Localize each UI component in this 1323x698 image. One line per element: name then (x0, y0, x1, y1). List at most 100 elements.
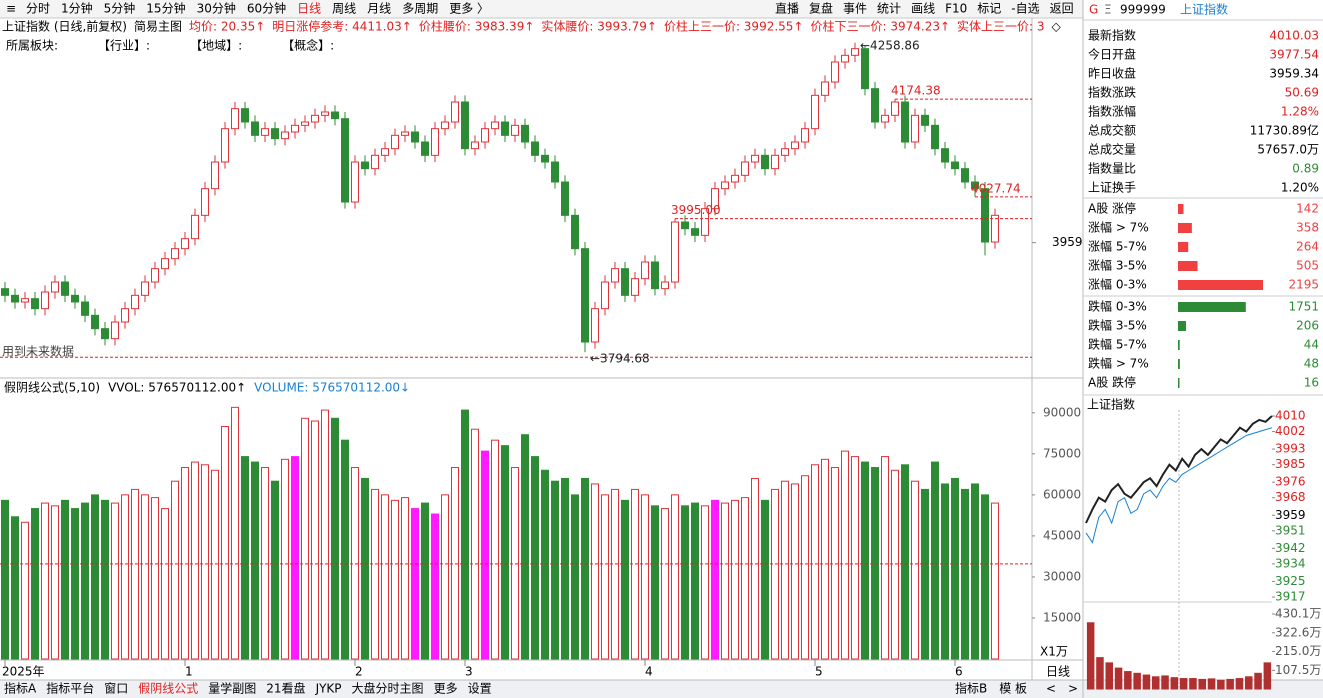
tab[interactable]: JYKP (315, 682, 342, 696)
candle-body (31, 298, 39, 310)
toolbar-item[interactable]: 5分钟 (104, 1, 136, 16)
volume-bar (631, 488, 639, 660)
toolbar-bg (0, 0, 1083, 18)
candle-body (591, 308, 599, 343)
toolbar-item[interactable]: 分时 (26, 2, 50, 16)
volume-bar (161, 508, 169, 660)
breadth-bar (1178, 223, 1192, 233)
toolbar-item[interactable]: 返回 (1050, 2, 1074, 16)
candle-body (301, 121, 309, 126)
toolbar-item[interactable]: 直播 (775, 2, 799, 16)
volume-bar (821, 458, 829, 660)
volume-bar (881, 456, 889, 660)
toolbar-item[interactable]: 更多 〉 (449, 2, 489, 16)
candle-body (661, 281, 669, 290)
candle-body (941, 148, 949, 163)
candle-body (371, 154, 379, 170)
tab[interactable]: 量学副图 (208, 681, 256, 696)
sector-item[interactable]: 所属板块: (6, 39, 58, 53)
toolbar-item[interactable]: 画线 (911, 2, 935, 16)
volume-bar (311, 420, 319, 660)
toolbar-item[interactable]: 30分钟 (197, 1, 236, 16)
volume-bar (501, 445, 509, 660)
candle-body (461, 101, 469, 150)
y-tick-label: 90000 (1043, 405, 1081, 419)
sector-item[interactable]: 【概念】: (282, 38, 334, 53)
tab[interactable]: 模 板 (999, 682, 1027, 696)
candle-body (181, 238, 189, 250)
sector-item[interactable]: 【行业】: (98, 39, 150, 53)
volume-bar (381, 494, 389, 660)
toolbar-item[interactable]: 标记 (977, 2, 1001, 16)
toolbar-item[interactable]: 事件 (843, 2, 867, 16)
tab[interactable]: 假阴线公式 (138, 682, 198, 696)
candle-body (271, 128, 279, 140)
candle-body (741, 161, 749, 176)
next-button[interactable]: > (1068, 682, 1078, 696)
y-tick-label: 430.1万 (1275, 607, 1321, 621)
volume-bar (981, 494, 989, 660)
y-tick-label: 15000 (1043, 610, 1081, 624)
candle-body (121, 308, 129, 323)
info-item: 实体腰价: 3993.79↑ (541, 19, 657, 34)
quote-menu[interactable]: Ξ (1104, 3, 1112, 17)
candle-body (981, 188, 989, 243)
breadth-label: 涨幅 3-5% (1088, 258, 1147, 273)
candle-body (71, 294, 79, 303)
volume-bar (241, 456, 249, 660)
tab[interactable]: 指标A (4, 681, 37, 696)
tab[interactable]: 更多 (434, 682, 458, 696)
toolbar-item[interactable]: 周线 (332, 2, 356, 16)
tab[interactable]: 指标平台 (46, 681, 94, 696)
toolbar-item[interactable]: 日线 (297, 2, 321, 16)
tab[interactable]: 指标B (955, 681, 987, 696)
breadth-bar (1178, 378, 1180, 388)
volume-bar (911, 480, 919, 660)
tab[interactable]: 大盘分时主图 (352, 681, 424, 696)
volume-bar (591, 483, 599, 660)
y-tick-label: 3959 (1275, 508, 1306, 522)
toolbar-item[interactable]: 15分钟 (146, 1, 185, 16)
tab[interactable]: 窗口 (104, 682, 128, 696)
breadth-label: 跌幅 > 7% (1088, 356, 1149, 371)
candle-body (531, 141, 539, 156)
candle-body (311, 114, 319, 123)
candle-body (711, 188, 719, 210)
quote-label: 昨日收盘 (1088, 66, 1136, 81)
candle-body (411, 131, 419, 143)
breadth-label: A股 涨停 (1088, 201, 1136, 216)
toolbar-item[interactable]: 统计 (877, 2, 901, 16)
watermark: 股海明灯 (1175, 32, 1223, 47)
volume-bar (1226, 678, 1234, 690)
volume-bar (1235, 678, 1244, 690)
tab[interactable]: 21看盘 (266, 681, 305, 696)
candle-body (61, 281, 69, 296)
period-label[interactable]: 日线 (1046, 665, 1070, 679)
volume-header-item: 假阴线公式(5,10) (4, 381, 100, 395)
toolbar-item[interactable]: 1分钟 (61, 1, 93, 16)
toolbar-item[interactable]: 复盘 (809, 1, 833, 16)
volume-bar (211, 469, 219, 660)
toolbar-item[interactable]: 60分钟 (247, 1, 286, 16)
candle-body (841, 54, 849, 63)
tab[interactable]: 设置 (468, 682, 492, 696)
candle-body (21, 298, 29, 303)
toolbar-item[interactable]: -自选 (1011, 2, 1039, 16)
volume-bar (1189, 678, 1197, 690)
candle-body (501, 121, 509, 136)
breadth-value: 16 (1304, 376, 1319, 390)
candle-body (721, 181, 729, 190)
volume-bar (841, 450, 849, 660)
toolbar-item[interactable]: 月线 (367, 2, 391, 16)
candle-body (391, 134, 399, 150)
sector-item[interactable]: 【地域】: (190, 39, 242, 53)
volume-bar (111, 502, 119, 660)
volume-bar (1096, 657, 1104, 690)
menu-icon[interactable]: ≡ (6, 2, 16, 16)
volume-bar (1217, 679, 1225, 690)
toolbar-item[interactable]: 多周期 (402, 2, 438, 16)
toolbar-item[interactable]: F10 (945, 2, 967, 16)
quote-marker: G (1089, 3, 1098, 17)
prev-button[interactable]: < (1046, 682, 1056, 696)
candle-body (231, 108, 239, 130)
